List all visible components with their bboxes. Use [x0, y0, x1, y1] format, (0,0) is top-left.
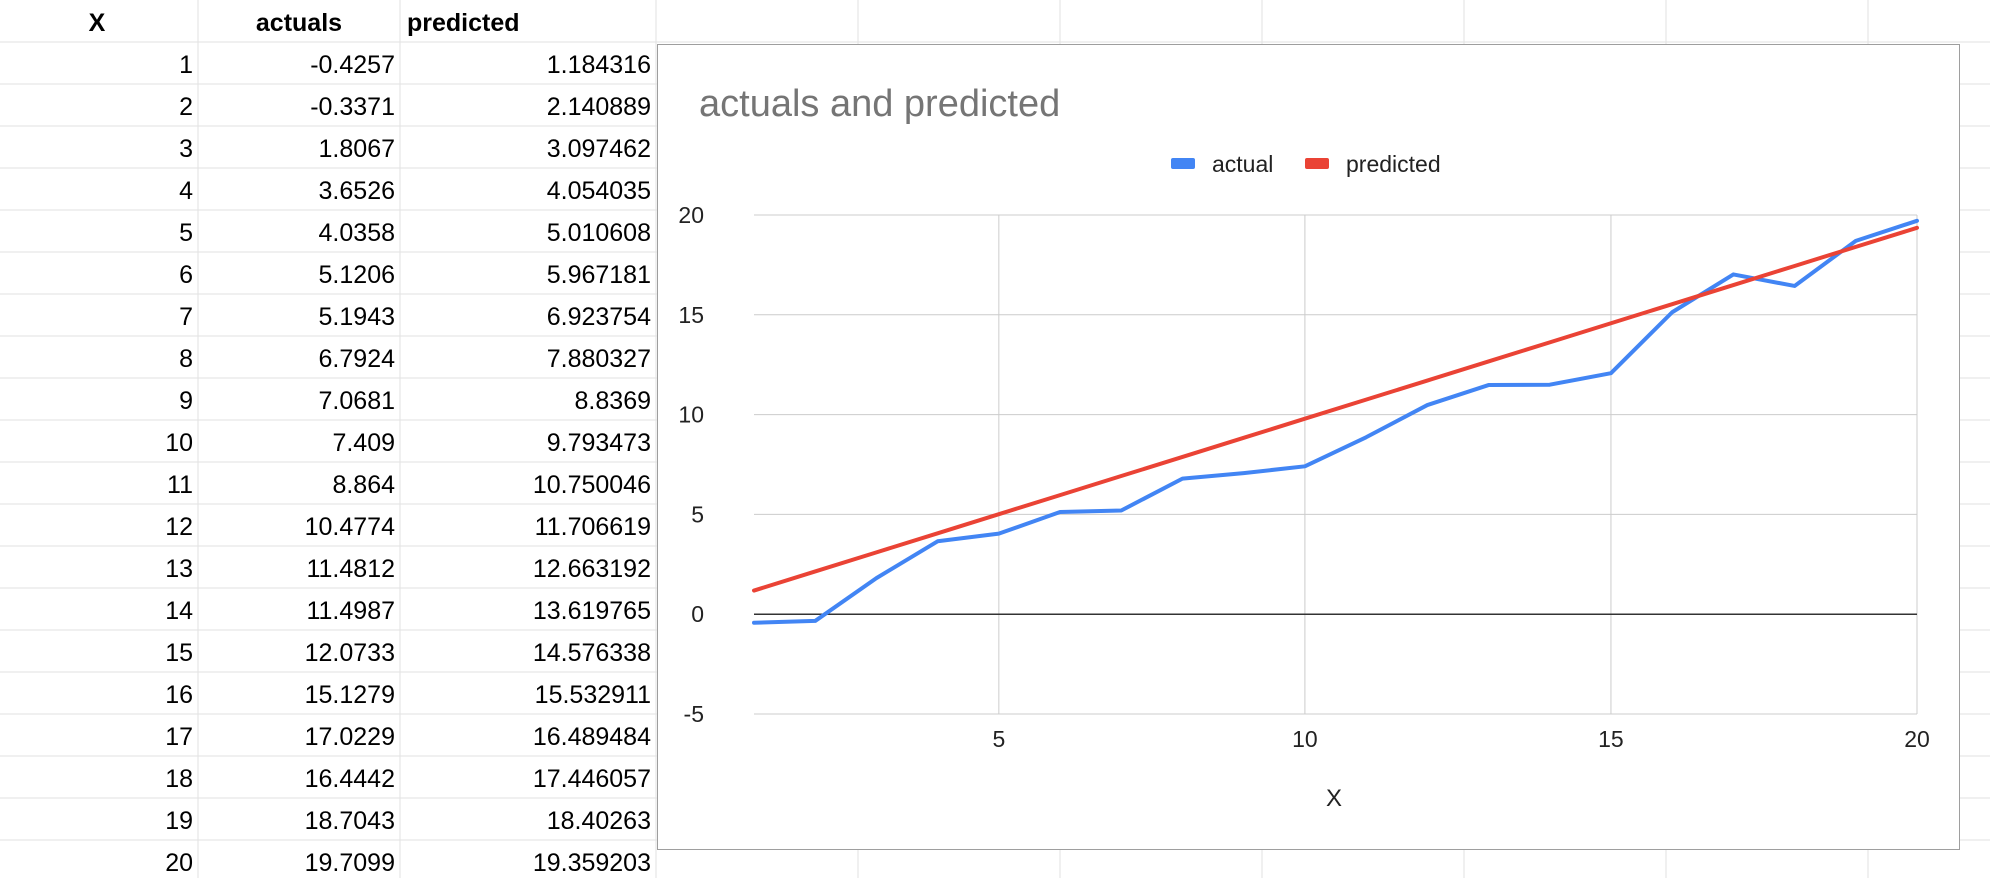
table-cell: 15: [165, 639, 193, 667]
table-cell: 14: [165, 597, 193, 625]
table-cell: 11.706619: [535, 513, 651, 541]
table-cell: 5.1943: [319, 303, 395, 331]
column-header: predicted: [407, 9, 520, 37]
table-cell: 7: [179, 303, 193, 331]
table-cell: 2.140889: [547, 93, 651, 121]
series-line-predicted: [752, 225, 1919, 593]
table-cell: 13.619765: [533, 597, 651, 625]
table-cell: 9: [179, 387, 193, 415]
table-cell: 10: [165, 429, 193, 457]
table-cell: 4.0358: [319, 219, 395, 247]
table-cell: 6.923754: [547, 303, 651, 331]
table-cell: 14.576338: [533, 639, 651, 667]
table-cell: 3.6526: [319, 177, 395, 205]
table-cell: -0.4257: [310, 51, 395, 79]
table-cell: 11.4812: [306, 555, 395, 583]
x-axis-title: X: [1326, 785, 1342, 812]
series-line-actual: [752, 218, 1919, 625]
table-cell: 15.532911: [535, 681, 651, 709]
x-tick-label: 15: [1598, 726, 1624, 752]
table-cell: 7.0681: [319, 387, 395, 415]
table-cell: 3.097462: [547, 135, 651, 163]
table-cell: 19: [165, 807, 193, 835]
table-cell: 11.4987: [306, 597, 395, 625]
column-header: actuals: [256, 9, 342, 37]
table-cell: 17.446057: [533, 765, 651, 793]
chart-container[interactable]: actuals and predicted actual predicted 20…: [657, 44, 1960, 850]
table-cell: -0.3371: [310, 93, 395, 121]
table-cell: 10.750046: [533, 471, 651, 499]
table-cell: 15.1279: [305, 681, 395, 709]
line-chart: actuals and predicted actual predicted 20…: [678, 83, 1929, 812]
table-cell: 5.010608: [547, 219, 651, 247]
table-cell: 7.880327: [547, 345, 651, 373]
table-cell: 8.864: [332, 471, 395, 499]
table-cell: 12.0733: [305, 639, 395, 667]
table-cell: 19.7099: [305, 849, 395, 877]
table-cell: 4.054035: [547, 177, 651, 205]
table-cell: 17: [165, 723, 193, 751]
table-cell: 18.7043: [305, 807, 395, 835]
table-cell: 7.409: [332, 429, 395, 457]
table-cell: 8: [179, 345, 193, 373]
legend-label-actual: actual: [1212, 151, 1273, 177]
table-cell: 1.8067: [319, 135, 395, 163]
table-cell: 12: [165, 513, 193, 541]
table-cell: 6: [179, 261, 193, 289]
table-cell: 16: [165, 681, 193, 709]
table-cell: 10.4774: [305, 513, 395, 541]
table-cell: 19.359203: [533, 849, 651, 877]
table-cell: 6.7924: [319, 345, 396, 373]
x-tick-label: 20: [1904, 726, 1930, 752]
table-cell: 9.793473: [547, 429, 651, 457]
table-cell: 5: [179, 219, 193, 247]
plot-area: 20 15 10 5 0 -5 5 10 15 20: [678, 202, 1929, 752]
column-header: X: [89, 9, 106, 37]
table-cell: 20: [165, 849, 193, 877]
table-cell: 4: [179, 177, 193, 205]
table-cell: 2: [179, 93, 193, 121]
table-cell: 5.1206: [319, 261, 395, 289]
legend-swatch-actual: [1171, 158, 1195, 169]
table-cell: 5.967181: [547, 261, 651, 289]
legend-label-predicted: predicted: [1346, 151, 1441, 177]
table-cell: 17.0229: [305, 723, 395, 751]
chart-title: actuals and predicted: [699, 83, 1060, 125]
y-tick-label: 0: [691, 601, 704, 627]
y-tick-label: -5: [684, 701, 704, 727]
table-cell: 18.40263: [547, 807, 651, 835]
legend-swatch-predicted: [1305, 158, 1329, 169]
table-cell: 16.489484: [533, 723, 651, 751]
table-cell: 12.663192: [533, 555, 651, 583]
y-tick-label: 10: [678, 402, 704, 428]
table-cell: 16.4442: [305, 765, 395, 793]
x-tick-label: 5: [992, 726, 1005, 752]
x-tick-label: 10: [1292, 726, 1318, 752]
table-cell: 18: [165, 765, 193, 793]
y-tick-label: 15: [678, 302, 704, 328]
table-cell: 13: [165, 555, 193, 583]
table-cell: 1: [179, 51, 193, 79]
y-tick-label: 5: [691, 501, 704, 527]
table-cell: 8.8369: [575, 387, 651, 415]
chart-legend: actual predicted: [1171, 151, 1441, 177]
table-cell: 11: [167, 471, 193, 499]
table-cell: 3: [179, 135, 193, 163]
y-tick-label: 20: [678, 202, 704, 228]
table-cell: 1.184316: [547, 51, 651, 79]
